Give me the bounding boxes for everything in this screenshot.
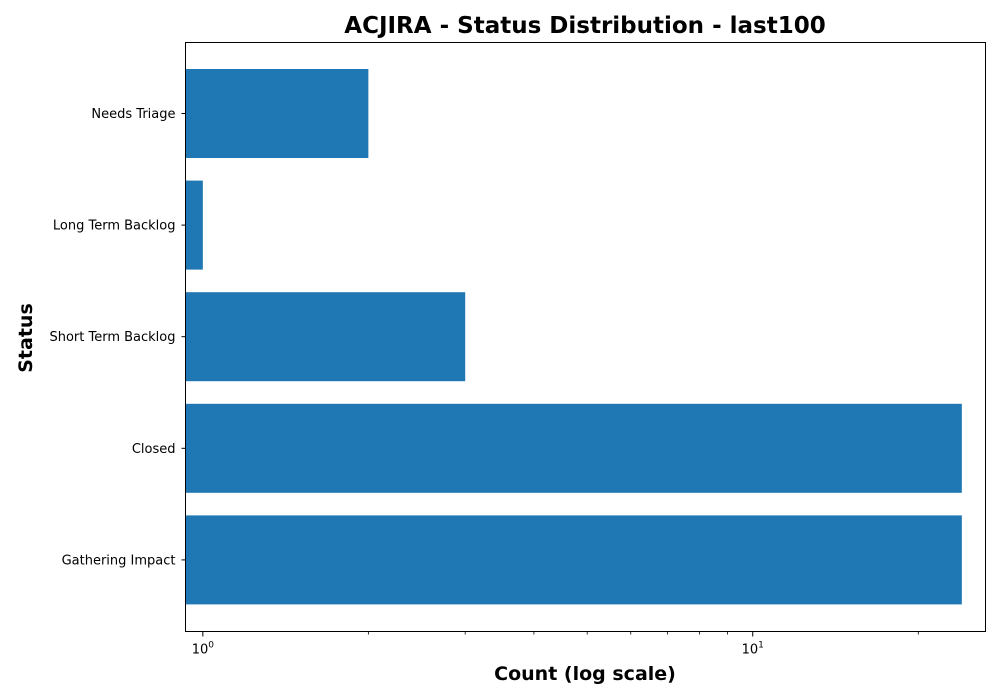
y-ticks-group: Needs Triage Long Term Backlog Short Term … bbox=[49, 107, 186, 568]
y-tick-label-short-term-backlog: Short Term Backlog bbox=[49, 330, 175, 345]
y-tick-label-long-term-backlog: Long Term Backlog bbox=[53, 219, 176, 234]
x-ticks-group: 100 101 bbox=[192, 631, 919, 658]
bar-gathering-impact bbox=[185, 515, 962, 605]
chart-title: ACJIRA - Status Distribution - last100 bbox=[344, 13, 825, 39]
x-axis-label: Count (log scale) bbox=[494, 663, 676, 685]
x-tick-label: 100 bbox=[192, 641, 215, 658]
y-tick-label-needs-triage: Needs Triage bbox=[91, 107, 175, 122]
bar-closed bbox=[185, 403, 962, 493]
y-tick-label-gathering-impact: Gathering Impact bbox=[62, 553, 176, 568]
y-tick-label-closed: Closed bbox=[132, 442, 176, 457]
bars-group bbox=[185, 69, 962, 605]
x-tick-label: 101 bbox=[742, 641, 764, 658]
plot-frame bbox=[185, 42, 986, 632]
bar-long-term-backlog bbox=[185, 180, 203, 270]
y-axis-label: Status bbox=[15, 303, 37, 373]
bar-needs-triage bbox=[185, 69, 369, 158]
bar-short-term-backlog bbox=[185, 292, 466, 382]
